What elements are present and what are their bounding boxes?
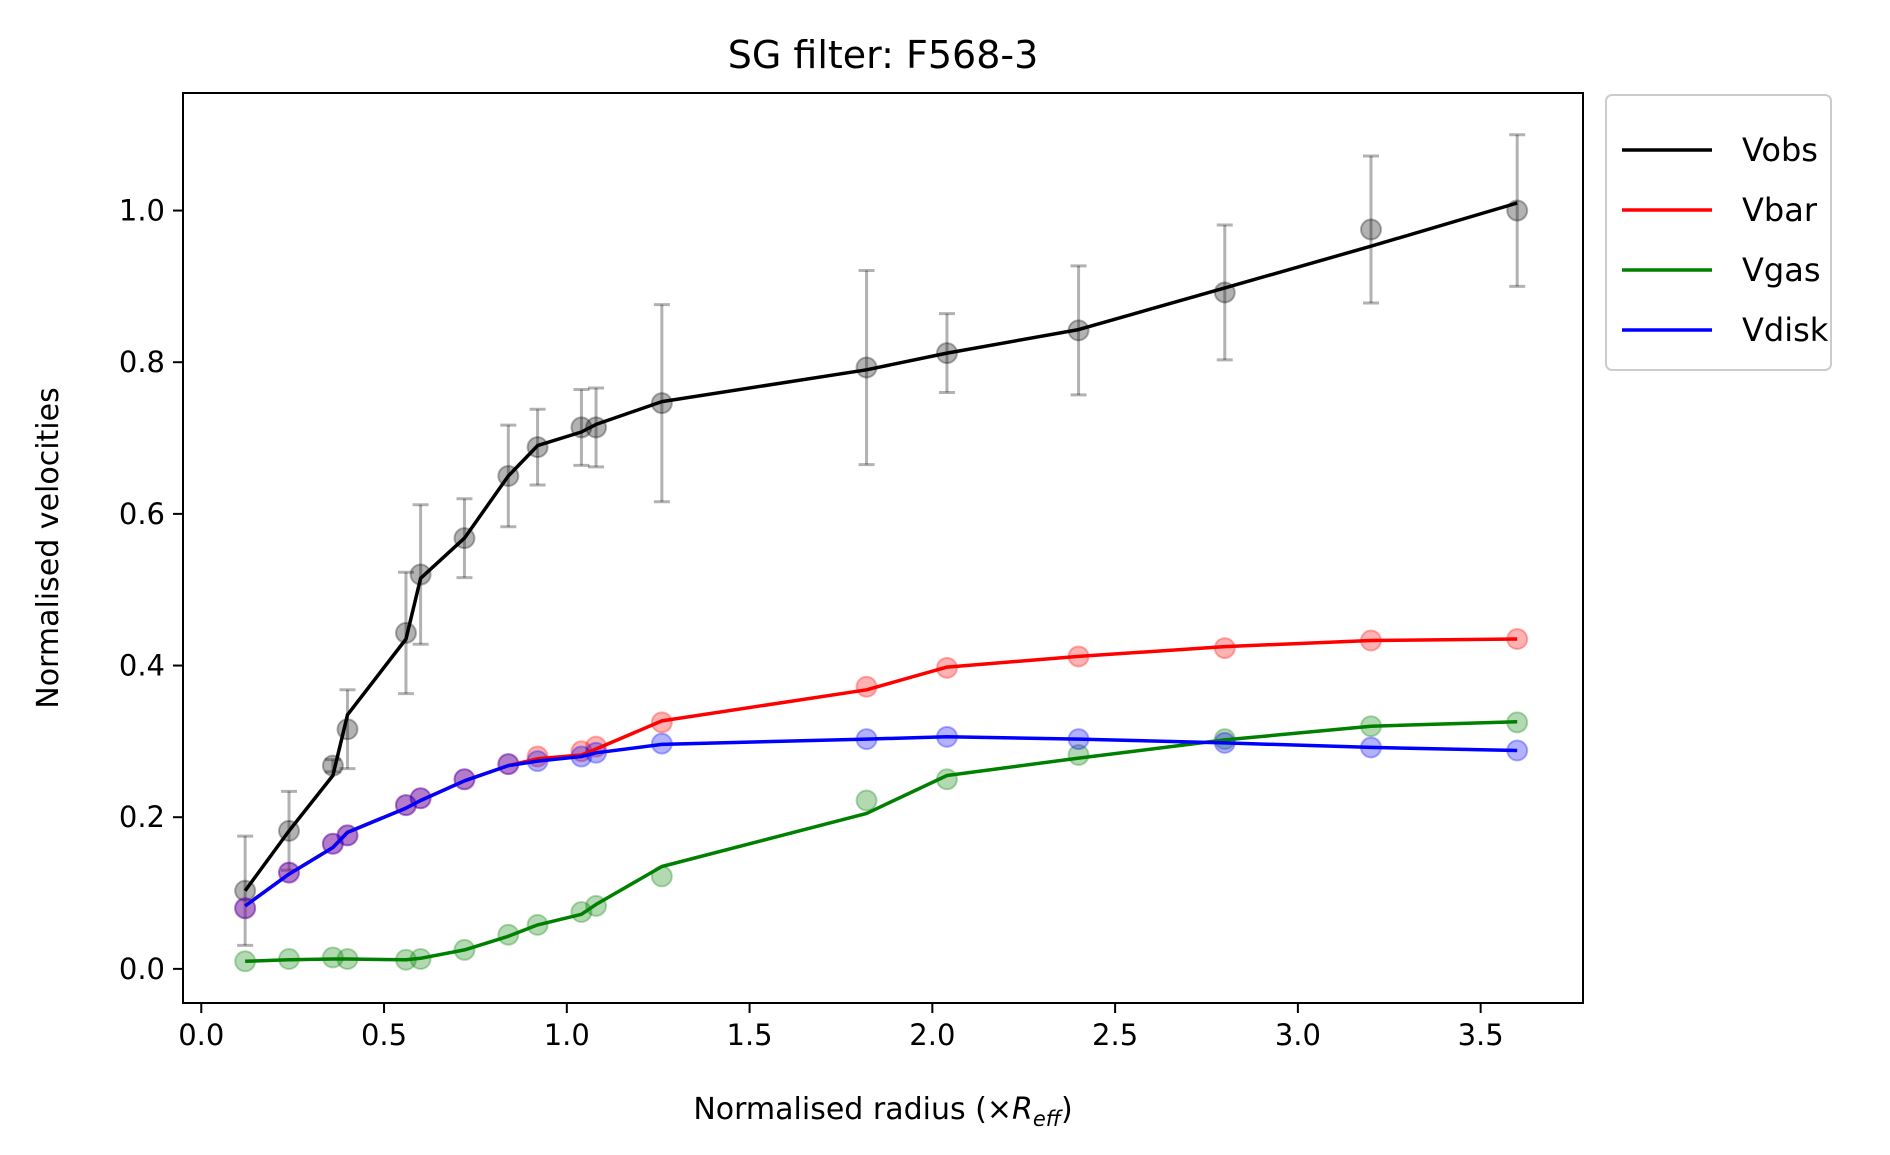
legend-label-vbar: Vbar <box>1742 191 1818 229</box>
x-axis: 0.0 0.5 1.0 1.5 2.0 2.5 3.0 3.5 <box>178 1003 1504 1052</box>
legend-label-vobs: Vobs <box>1742 131 1818 169</box>
x-axis-label-prefix: Normalised radius (× <box>693 1092 1012 1127</box>
y-tick-label: 1.0 <box>119 194 165 228</box>
y-tick-label: 0.0 <box>119 952 165 986</box>
vobs-point <box>1359 218 1382 241</box>
x-tick-label: 3.0 <box>1275 1018 1321 1052</box>
y-tick-label: 0.2 <box>119 800 165 834</box>
data-layer <box>234 133 1529 973</box>
x-tick-label: 3.5 <box>1458 1018 1504 1052</box>
vbar-markers <box>234 628 1529 920</box>
vgas-point <box>855 789 878 812</box>
plot-frame <box>182 92 1584 1004</box>
legend: Vobs Vbar Vgas Vdisk <box>1605 94 1832 371</box>
y-tick-label: 0.4 <box>119 649 165 683</box>
x-tick-label: 2.5 <box>1092 1018 1138 1052</box>
legend-label-vgas: Vgas <box>1742 251 1820 289</box>
y-axis-label: Normalised velocities <box>31 387 66 708</box>
x-tick-label: 1.5 <box>727 1018 773 1052</box>
y-axis: 0.0 0.2 0.4 0.6 0.8 1.0 <box>119 194 183 986</box>
vgas-markers <box>234 711 1529 973</box>
vdisk-markers <box>234 725 1529 920</box>
x-axis-label: Normalised radius (×Reff) <box>693 1092 1072 1131</box>
x-axis-label-suffix: ) <box>1061 1092 1073 1127</box>
x-tick-label: 1.0 <box>544 1018 590 1052</box>
x-tick-label: 0.5 <box>361 1018 407 1052</box>
x-axis-label-subscript: eff <box>1033 1107 1064 1131</box>
vgas-line <box>245 719 1518 964</box>
y-tick-label: 0.8 <box>119 345 165 379</box>
vbar-line <box>244 637 1518 908</box>
chart-title: SG filter: F568-3 <box>728 33 1039 77</box>
x-tick-label: 2.0 <box>909 1018 955 1052</box>
x-tick-label: 0.0 <box>178 1018 224 1052</box>
legend-box <box>1605 94 1832 371</box>
vdisk-line <box>244 735 1518 908</box>
vobs-line <box>243 201 1518 892</box>
y-tick-label: 0.6 <box>119 497 165 531</box>
legend-label-vdisk: Vdisk <box>1742 311 1829 349</box>
x-axis-label-symbol: R <box>1012 1092 1033 1127</box>
